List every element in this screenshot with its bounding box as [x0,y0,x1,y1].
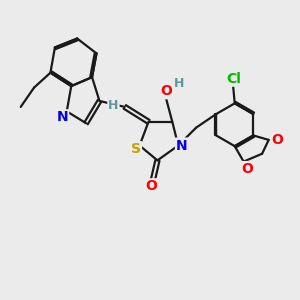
Text: O: O [160,84,172,98]
Text: Cl: Cl [226,72,241,86]
Text: O: O [241,162,253,176]
Text: N: N [176,139,188,152]
Text: O: O [271,133,283,147]
Text: S: S [131,142,141,156]
Text: H: H [108,99,118,112]
Text: N: N [56,110,68,124]
Text: O: O [146,179,158,193]
Text: H: H [174,76,184,90]
